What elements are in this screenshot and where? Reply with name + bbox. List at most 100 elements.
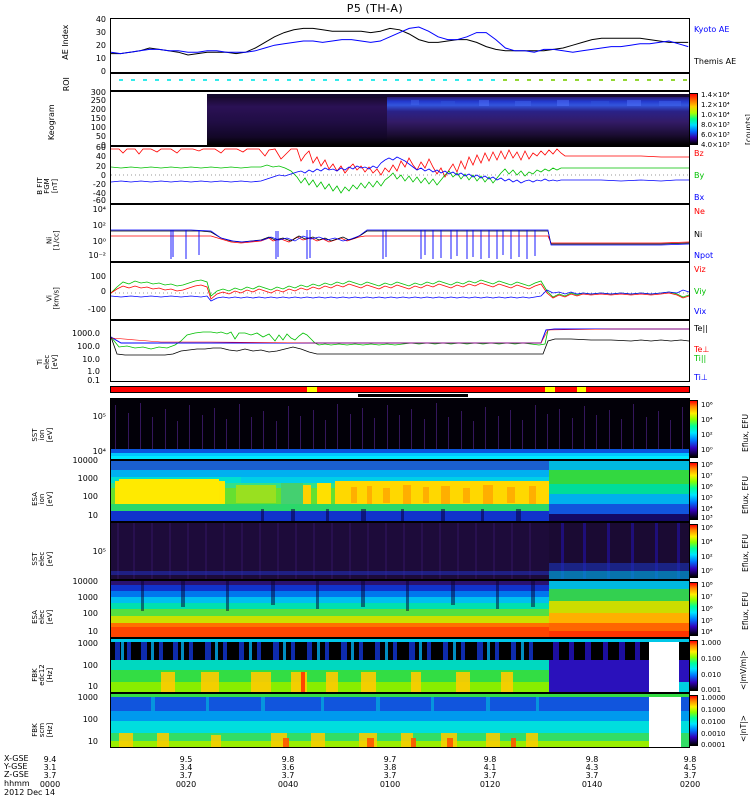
cblab-fbke-2: 0.100 <box>701 655 722 663</box>
cbtitle-fbk-edc12: <|mV/m|> <box>739 650 748 690</box>
axis-date-label: 2012 Dec 14 <box>4 788 56 797</box>
legend-npot: Npot <box>694 251 714 260</box>
cblab-fbke-1: 1.000 <box>701 639 722 647</box>
zgse-value-3: 3.7 <box>383 771 397 780</box>
ytick-esaelec-10: 10 <box>87 627 98 636</box>
zgse-value-2: 3.7 <box>281 771 295 780</box>
cblab-fbks-5: 0.0001 <box>701 741 726 749</box>
ytick-b-n60: -60 <box>92 196 106 205</box>
legend-vix: Vix <box>694 307 707 316</box>
ytick-n-1em2: 10⁻² <box>88 251 106 260</box>
ytick-keo-250: 250 <box>90 96 106 105</box>
legend-by: By <box>694 171 705 180</box>
cblab-esaelec-4: 10⁵ <box>701 617 713 625</box>
ytick-v-n100: -100 <box>87 305 106 314</box>
ytick-esaelec-1000: 1000 <box>77 593 98 602</box>
time-tick-1: 0020 <box>175 780 197 789</box>
ytick-keo-50: 50 <box>95 132 106 141</box>
ytick-t-1000: 1000.0 <box>72 329 100 338</box>
legend-viz: Viz <box>694 265 706 274</box>
roi-status-bar <box>110 386 690 393</box>
xgse-value-4: 9.8 <box>483 755 497 764</box>
ytick-t-01: 0.1 <box>87 376 100 385</box>
time-tick-4: 0120 <box>479 780 501 789</box>
colorbar-sst-ion <box>689 400 698 458</box>
ytick-esaion-100: 100 <box>82 492 98 501</box>
ytick-esaelec-10000: 10000 <box>72 577 98 586</box>
axis-row-label-hhmm: hhmm <box>4 779 30 788</box>
legend-te-par: Te|| <box>694 324 708 333</box>
legend-ti-par: Ti|| <box>694 354 707 363</box>
ytick-keo-150: 150 <box>90 114 106 123</box>
colorbar-fbk-edc12 <box>689 640 698 691</box>
cblab-sstelec-2: 10⁴ <box>701 538 713 546</box>
ytick-ae-30: 30 <box>95 28 106 37</box>
ytick-keo-0: 0 <box>100 141 106 150</box>
ytick-b-n40: -40 <box>92 189 106 198</box>
ytick-n-1e0: 10⁰ <box>92 237 106 246</box>
ytick-t-1: 1.0 <box>87 367 100 376</box>
xgse-value-0: 9.4 <box>43 755 57 764</box>
legend-kyoto-ae: Kyoto AE <box>694 25 730 34</box>
ytick-ae-0: 0 <box>100 67 106 76</box>
time-tick-2: 0040 <box>277 780 299 789</box>
panel-esa-electron <box>110 580 690 638</box>
cblab-esaion-1: 10⁸ <box>701 461 713 469</box>
colorbar-esa-electron <box>689 582 698 636</box>
time-tick-3: 0100 <box>379 780 401 789</box>
ytick-t-10: 10.0 <box>82 355 100 364</box>
legend-te-perp: Te⊥ <box>694 345 710 354</box>
cblab-esaion-2: 10⁷ <box>701 472 713 480</box>
ytick-b-n20: -20 <box>92 180 106 189</box>
colorbar-fbk-scm <box>689 695 698 746</box>
xgse-value-5: 9.8 <box>585 755 599 764</box>
cblab-sstelec-1: 10⁶ <box>701 524 713 532</box>
ytick-esaion-10: 10 <box>87 511 98 520</box>
panel-fbk-scm <box>110 693 690 748</box>
cblab-keo-1: 1.4×10⁴ <box>701 91 730 99</box>
cblab-fbke-4: 0.001 <box>701 686 722 694</box>
ytick-fbke-10: 10 <box>87 682 98 691</box>
cblab-sstelec-3: 10² <box>701 553 713 561</box>
ylabel-fbk-scm: FBK scm [Hz] <box>30 722 54 738</box>
ygse-value-1: 3.4 <box>179 763 193 772</box>
cbtitle-esa-ion: Eflux, EFU <box>741 476 750 514</box>
legend-ni: Ni <box>694 230 703 239</box>
legend-ne: Ne <box>694 207 705 216</box>
cblab-keo-3: 1.0×10⁴ <box>701 111 730 119</box>
ytick-esaion-10000: 10000 <box>72 456 98 465</box>
cblab-fbks-4: 0.0010 <box>701 730 726 738</box>
ylabel-fbk-edc12: FBK edc12 [Hz] <box>30 664 54 686</box>
ytick-v-0: 0 <box>100 287 106 296</box>
ytick-keo-300: 300 <box>90 88 106 97</box>
legend-bx: Bx <box>694 193 705 202</box>
ytick-keo-200: 200 <box>90 105 106 114</box>
page-title: P5 (TH-A) <box>346 2 404 15</box>
ytick-esaion-1000: 1000 <box>77 474 98 483</box>
legend-ti-perp: Ti⊥ <box>694 373 708 382</box>
ytick-ae-20: 20 <box>95 41 106 50</box>
cblab-esaion-4: 10⁵ <box>701 494 713 502</box>
cblab-fbks-3: 0.0100 <box>701 718 726 726</box>
cblab-sstion-1: 10⁶ <box>701 401 713 409</box>
colorbar-keogram <box>689 93 698 145</box>
axis-row-label-x-gse: X-GSE <box>4 754 29 763</box>
ytick-fbks-10: 10 <box>87 737 98 746</box>
ytick-fbks-1000: 1000 <box>77 693 98 702</box>
cblab-esaelec-5: 10⁴ <box>701 628 713 636</box>
ytick-sst-ion-1e4: 10⁴ <box>92 447 106 456</box>
cbtitle-keogram: [counts] <box>744 114 750 145</box>
cblab-sstion-4: 10⁰ <box>701 446 713 454</box>
axis-row-label-z-gse: Z-GSE <box>4 770 29 779</box>
ygse-value-4: 4.1 <box>483 763 497 772</box>
legend-bz: Bz <box>694 149 704 158</box>
xgse-value-2: 9.8 <box>281 755 295 764</box>
xgse-value-6: 9.8 <box>683 755 697 764</box>
ytick-esaelec-100: 100 <box>82 609 98 618</box>
ytick-ae-40: 40 <box>95 15 106 24</box>
panel-roi <box>110 73 690 91</box>
cblab-esaelec-3: 10⁶ <box>701 605 713 613</box>
ytick-b-20: 20 <box>95 162 106 171</box>
ygse-value-5: 4.3 <box>585 763 599 772</box>
